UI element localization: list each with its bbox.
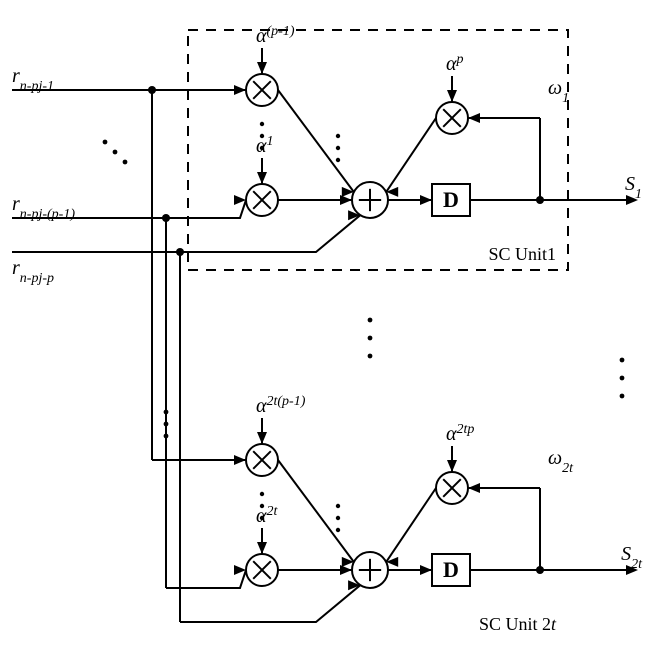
mult-fb-1	[436, 102, 468, 134]
delay-1: D	[432, 184, 470, 216]
svg-text:α2t(p-1): α2t(p-1)	[256, 394, 306, 418]
svg-text:ω2t: ω2t	[548, 447, 574, 476]
svg-text:α(p-1): α(p-1)	[256, 24, 295, 48]
svg-text:αp: αp	[446, 52, 464, 76]
mult-bot-1	[246, 184, 278, 216]
adder-2	[352, 552, 388, 588]
label-r3: rn-pj-p	[12, 257, 54, 286]
svg-text:S2t: S2t	[621, 543, 643, 572]
mult-top-2	[246, 444, 278, 476]
mult-fb-2	[436, 472, 468, 504]
adder-1	[352, 182, 388, 218]
svg-text:α2tp: α2tp	[446, 422, 474, 446]
sc-unit-2-label: SC Unit 2t	[479, 614, 557, 634]
svg-text:D: D	[443, 557, 459, 582]
svg-text:D: D	[443, 187, 459, 212]
mult-top-1	[246, 74, 278, 106]
diagram-canvas: DDrn-pj-1rn-pj-(p-1)rn-pj-pα(p-1)α1αpα2t…	[0, 0, 655, 659]
label-r2: rn-pj-(p-1)	[12, 193, 75, 222]
delay-2: D	[432, 554, 470, 586]
sc-unit-1-label: SC Unit1	[488, 244, 556, 264]
svg-text:ω1: ω1	[548, 77, 569, 106]
svg-text:α1: α1	[256, 134, 274, 158]
mult-bot-2	[246, 554, 278, 586]
svg-text:α2t: α2t	[256, 504, 279, 528]
sc-unit-1-box	[188, 30, 568, 270]
